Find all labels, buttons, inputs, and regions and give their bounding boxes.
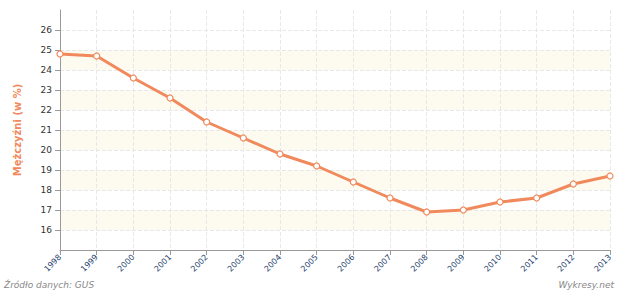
svg-text:20: 20 <box>41 145 53 155</box>
svg-text:2009: 2009 <box>446 253 467 274</box>
svg-text:22: 22 <box>41 105 52 115</box>
svg-text:2005: 2005 <box>299 253 320 274</box>
svg-text:2004: 2004 <box>262 253 283 274</box>
svg-text:2003: 2003 <box>226 253 247 274</box>
svg-text:2012: 2012 <box>556 253 577 274</box>
svg-text:Źródło danych: GUS: Źródło danych: GUS <box>3 279 94 290</box>
svg-text:2000: 2000 <box>116 253 137 274</box>
svg-text:26: 26 <box>41 25 53 35</box>
svg-text:2007: 2007 <box>372 253 393 274</box>
svg-text:25: 25 <box>41 45 52 55</box>
svg-text:19: 19 <box>41 165 53 175</box>
svg-text:Mężczyźni (w %): Mężczyźni (w %) <box>12 84 23 177</box>
svg-text:1998: 1998 <box>42 253 63 274</box>
svg-text:Wykresy.net: Wykresy.net <box>558 280 614 290</box>
svg-text:18: 18 <box>41 185 53 195</box>
svg-text:21: 21 <box>41 125 52 135</box>
svg-text:2010: 2010 <box>482 253 503 274</box>
svg-text:1999: 1999 <box>79 253 100 274</box>
svg-text:2011: 2011 <box>519 253 540 274</box>
svg-text:2002: 2002 <box>189 253 210 274</box>
svg-text:2013: 2013 <box>592 253 613 274</box>
svg-text:2001: 2001 <box>152 253 173 274</box>
svg-text:16: 16 <box>41 225 53 235</box>
svg-text:17: 17 <box>41 205 52 215</box>
svg-text:2008: 2008 <box>409 253 430 274</box>
svg-text:23: 23 <box>41 85 52 95</box>
svg-text:24: 24 <box>41 65 53 75</box>
svg-text:2006: 2006 <box>336 253 357 274</box>
